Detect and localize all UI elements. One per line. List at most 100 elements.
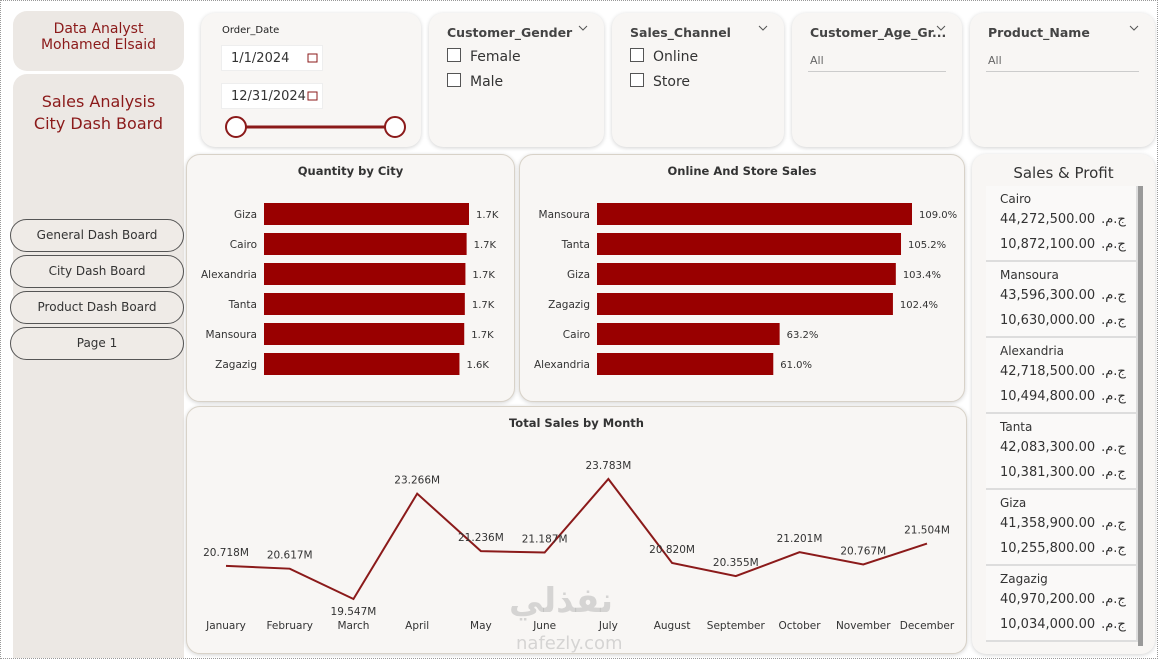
amount: 10,381,300.00 ج.م. [1000,465,1126,480]
nav-button[interactable]: General Dash Board [10,219,184,252]
profit-value: 10,255,800.00 [1000,541,1096,556]
dropdown[interactable]: All [986,51,1139,72]
city-row: Cairo 44,272,500.00 ج.م. 10,872,100.00 ج.م. [986,186,1138,262]
card-title: Sales & Profit [1013,164,1114,182]
amount: 43,596,300.00 ج.م. [1000,288,1126,303]
x-tick-label: March [337,620,369,632]
filter-label: Sales_Channel [630,25,731,40]
option-label: Online [653,49,699,65]
profit-value: 10,630,000.00 [1000,313,1096,328]
chevron[interactable] [936,23,946,33]
data-label: 20.718M [203,547,249,559]
currency: ج.م. [1101,389,1126,404]
amount: 42,083,300.00 ج.م. [1000,440,1126,455]
title-line: City Dash Board [33,114,164,133]
checkbox-option[interactable]: Store [630,73,690,90]
nav-button[interactable]: City Dash Board [10,255,184,288]
date-input[interactable]: 1/1/2024 [221,45,323,71]
sales-profit-card: Sales & Profit Cairo 44,272,500.00 ج.م. 10,… [972,154,1155,654]
bar [264,293,465,315]
city-row: Tanta 42,083,300.00 ج.م. 10,381,300.00 ج.م. [986,414,1138,490]
data-label: 20.617M [267,550,313,562]
profit-value: 10,381,300.00 [1000,465,1096,480]
author-line: Data Analyst [53,21,144,37]
sales-value: 44,272,500.00 [1000,212,1096,227]
nav-button[interactable]: Product Dash Board [10,291,184,324]
bar [597,233,902,255]
currency: ج.م. [1101,313,1126,328]
chevron[interactable] [1129,23,1139,33]
checkbox-option[interactable]: Female [447,48,521,65]
x-tick-label: August [654,620,691,632]
currency: ج.م. [1101,440,1126,455]
chevron[interactable] [758,23,768,33]
y-tick-label: Zagazig [548,299,590,311]
bar [597,353,774,375]
data-label: 21.187M [522,534,568,546]
chart: Online And Store Sales Mansoura 109.0% Tant… [534,164,957,375]
dashboard-title: Sales Analysis City Dash Board [13,91,184,135]
calendar-icon [307,91,318,101]
date-input[interactable]: 12/31/2024 [221,83,323,109]
bar [597,293,893,315]
data-label: 20.820M [649,544,695,556]
y-tick-label: Giza [234,209,257,221]
y-tick-label: Mansoura [206,329,257,341]
author-box: Data Analyst Mohamed Elsaid [13,11,184,71]
currency: ج.م. [1101,465,1126,480]
city-row: Giza 41,358,900.00 ج.م. 10,255,800.00 ج.م. [986,490,1138,566]
amount: 10,494,800.00 ج.م. [1000,389,1126,404]
sales-value: 43,596,300.00 [1000,288,1096,303]
slider-handle[interactable] [225,116,247,138]
amount: 40,970,200.00 ج.م. [1000,592,1126,607]
sales-value: 42,718,500.00 [1000,364,1096,379]
data-label: 102.4% [900,300,938,311]
bar [264,323,465,345]
y-tick-label: Cairo [563,329,590,341]
scrollbar [1138,186,1143,646]
y-tick-label: Zagazig [215,359,257,371]
y-tick-label: Alexandria [534,359,590,371]
chart-title: Online And Store Sales [668,164,817,178]
chevron[interactable] [578,23,588,33]
bar [264,353,460,375]
bar [597,323,780,345]
currency: ج.م. [1101,592,1126,607]
age-filter: Customer_Age_Gr... All [792,13,962,147]
data-label: 1.7K [474,240,497,251]
nav-button[interactable]: Page 1 [10,327,184,360]
date-slider [225,53,406,138]
x-tick-label: October [779,620,822,632]
option-label: Female [470,49,521,65]
dropdown-value: All [810,54,824,67]
amount: 10,872,100.00 ج.م. [1000,237,1126,252]
x-tick-label: September [707,620,766,632]
data-label: 61.0% [780,360,812,371]
dropdown[interactable]: All [808,51,946,72]
data-label: 21.504M [904,525,950,537]
slider-handle[interactable] [384,116,406,138]
data-label: 19.547M [331,606,377,618]
city-row: Mansoura 43,596,300.00 ج.م. 10,630,000.00 ج.… [986,262,1138,338]
currency: ج.م. [1101,516,1126,531]
filter-label: Customer_Gender [447,25,573,40]
currency: ج.م. [1101,364,1126,379]
option-label: Male [470,74,504,90]
checkbox-option[interactable]: Online [630,48,698,65]
x-tick-label: February [266,620,313,632]
data-label: 20.355M [713,557,759,569]
x-tick-label: May [470,620,492,632]
title-line: Sales Analysis [41,92,156,111]
currency: ج.م. [1101,212,1126,227]
channel-filter: Sales_Channel Online Store [612,13,784,147]
currency: ج.م. [1101,288,1126,303]
checkbox-option[interactable]: Male [447,73,503,90]
amount: 10,034,000.00 ج.م. [1000,617,1126,632]
option-label: Store [653,74,691,90]
data-label: 105.2% [908,240,946,251]
chart-panel: Online And Store Sales Mansoura 109.0% Tant… [519,154,965,402]
watermark: نفذلي [509,581,614,621]
city-row: Alexandria 42,718,500.00 ج.م. 10,494,800.00… [986,338,1138,414]
chart-panel: Quantity by City Giza 1.7K Cairo 1.7K Alexand… [186,154,515,402]
